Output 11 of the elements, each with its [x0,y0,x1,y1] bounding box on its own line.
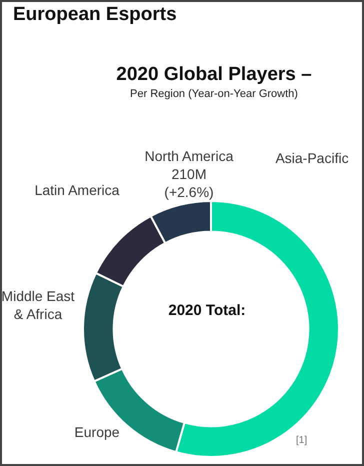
slice-label: Middle East & Africa [1,288,75,322]
slice-label: Latin America [34,182,120,198]
chart-subtitle: Per Region (Year-on-Year Growth) [129,88,299,100]
slice-label: North America [144,148,234,164]
slice-label: Asia-Pacific [275,150,349,166]
text: [1] [296,435,308,446]
chart-title: 2020 Global Players – [115,64,313,86]
slice-label: Europe [74,424,120,440]
text: 2020 Total: [167,302,247,319]
text: European Esports [13,4,177,26]
text: 210M (+2.6%) [164,166,214,200]
